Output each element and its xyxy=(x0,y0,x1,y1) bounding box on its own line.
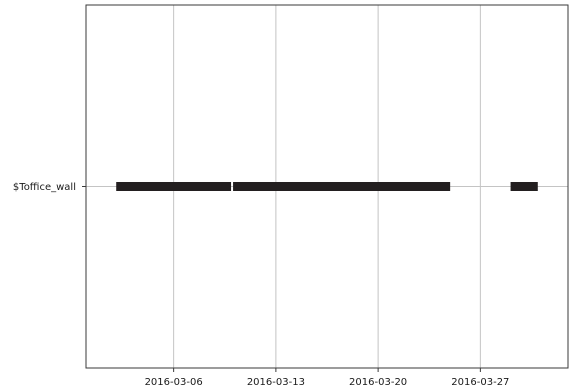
y-tick-label: $Toffice_wall xyxy=(13,182,76,193)
y-axis-ticks: $Toffice_wall xyxy=(13,182,86,193)
x-tick-label: 2016-03-27 xyxy=(451,377,509,388)
x-tick-label: 2016-03-06 xyxy=(145,377,203,388)
x-axis-ticks: 2016-03-06 2016-03-13 2016-03-20 2016-03-27 xyxy=(145,368,509,388)
interval-bar xyxy=(510,182,538,191)
interval-bar xyxy=(233,182,451,191)
x-tick-label: 2016-03-13 xyxy=(247,377,305,388)
interval-bars xyxy=(116,182,538,191)
x-tick-label: 2016-03-20 xyxy=(349,377,407,388)
interval-bar xyxy=(116,182,232,191)
